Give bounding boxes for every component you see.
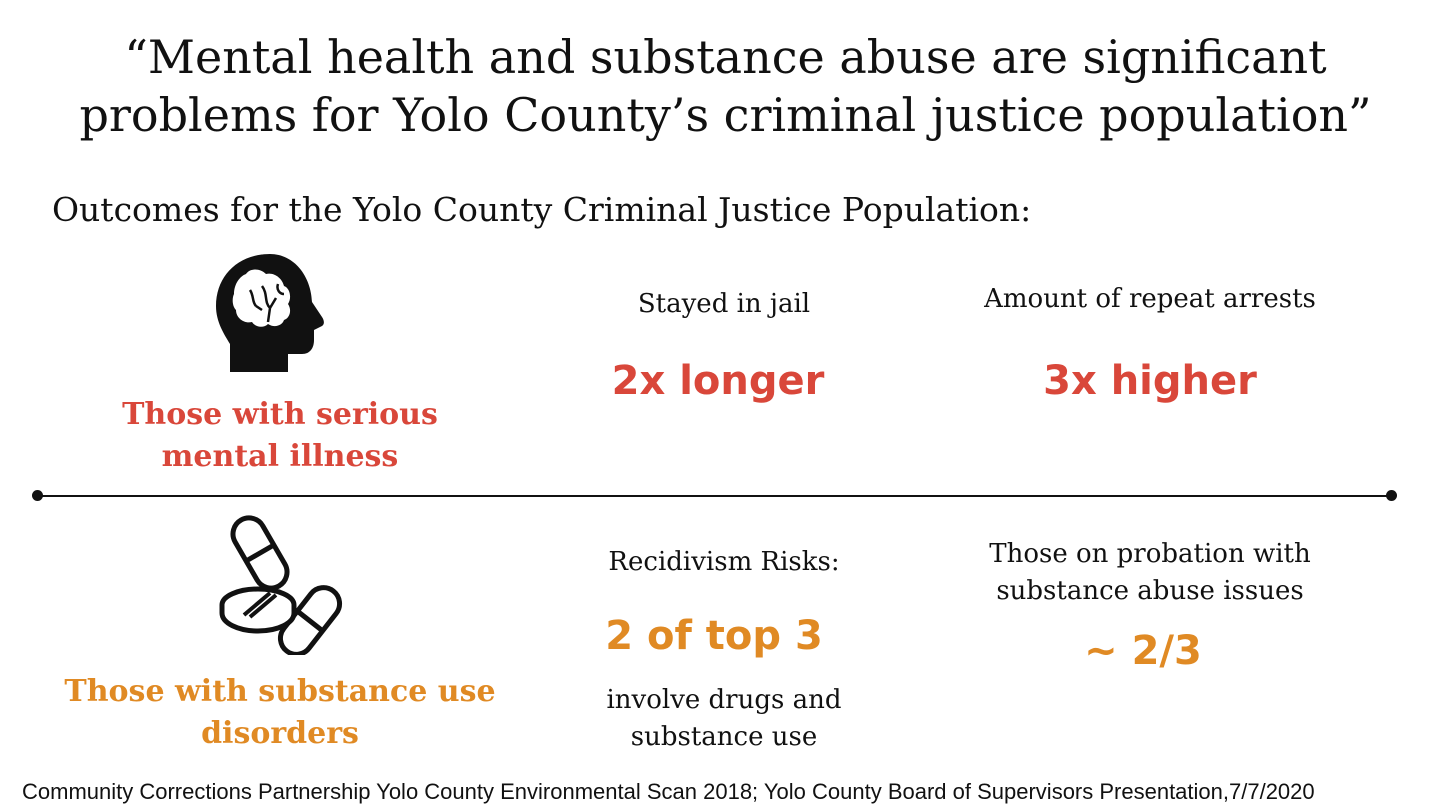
jail-stay-label: Stayed in jail [637, 289, 811, 319]
substance-use-label-line-1: Those with substance use [64, 674, 496, 709]
probation-label-line-1: Those on probation with [989, 539, 1311, 569]
page-title: “Mental health and substance abuse are s… [0, 28, 1451, 144]
repeat-arrests-label: Amount of repeat arrests [984, 284, 1316, 314]
mental-illness-label: Those with serious mental illness [80, 394, 480, 478]
recidivism-risks-value: 2 of top 3 [605, 613, 823, 659]
recidivism-risks-label: Recidivism Risks: [608, 547, 840, 577]
probation-label: Those on probation with substance abuse … [950, 536, 1350, 610]
divider-endpoint-left [32, 490, 43, 501]
recidivism-risks-note: involve drugs and substance use [574, 682, 874, 756]
substance-use-label: Those with substance use disorders [50, 671, 510, 755]
probation-label-line-2: substance abuse issues [996, 576, 1304, 606]
section-subtitle: Outcomes for the Yolo County Criminal Ju… [52, 190, 1032, 229]
pills-icon [218, 513, 343, 657]
title-line-2: problems for Yolo County’s criminal just… [79, 88, 1372, 142]
jail-stay-value: 2x longer [611, 358, 825, 404]
recidivism-risks-note-line-1: involve drugs and [606, 685, 842, 715]
probation-value: ~ 2/3 [1084, 628, 1202, 674]
section-divider [37, 495, 1392, 497]
mental-illness-label-line-1: Those with serious [122, 397, 438, 432]
substance-use-label-line-2: disorders [201, 716, 359, 751]
mental-illness-label-line-2: mental illness [161, 439, 399, 474]
recidivism-risks-note-line-2: substance use [630, 722, 818, 752]
title-line-1: “Mental health and substance abuse are s… [124, 30, 1327, 84]
divider-endpoint-right [1386, 490, 1397, 501]
brain-head-icon [210, 250, 330, 375]
repeat-arrests-value: 3x higher [1043, 358, 1257, 404]
source-citation: Community Corrections Partnership Yolo C… [22, 779, 1315, 804]
